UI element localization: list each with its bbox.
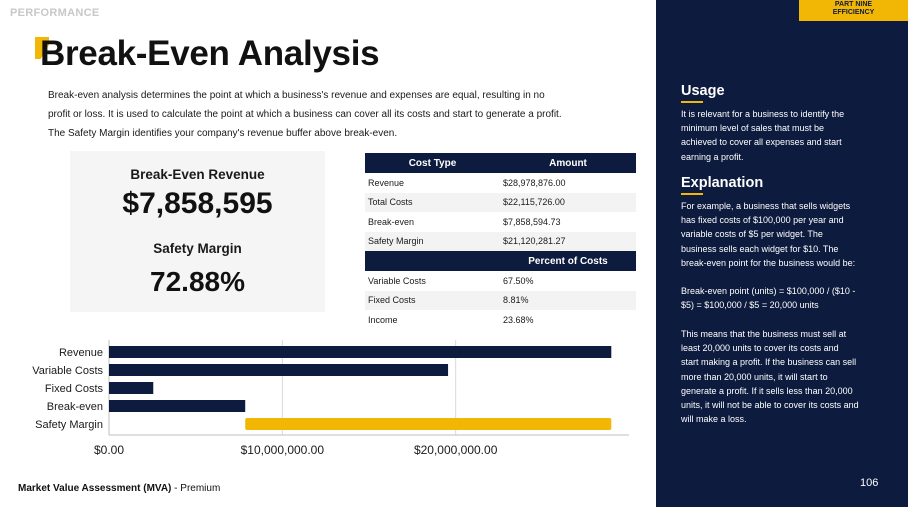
- column-header-percent-of-costs: Percent of Costs: [500, 251, 636, 271]
- table-row: Total Costs $22,115,726.00: [365, 192, 636, 212]
- column-header-cost-type: Cost Type: [365, 153, 500, 173]
- bar-break-even: [109, 400, 246, 412]
- percent-cell: 8.81%: [500, 290, 636, 310]
- page-title: Break-Even Analysis: [40, 34, 380, 73]
- bar-variable-costs: [109, 364, 449, 376]
- bar-fixed-costs: [109, 382, 154, 394]
- table-row: Revenue $28,978,876.00: [365, 173, 636, 193]
- part-badge: PART NINE EFFICIENCY: [799, 0, 908, 21]
- percent-cell: 67.50%: [503, 275, 534, 286]
- safety-margin-value: 72.88%: [150, 266, 245, 297]
- category-label: Revenue: [59, 347, 103, 359]
- conclusion-line: This means that the business must sell a…: [681, 329, 847, 339]
- break-even-chart: Revenue Variable Costs Fixed Costs Break-ev…: [0, 338, 650, 468]
- x-tick-label: $10,000,000.00: [241, 443, 325, 457]
- formula-line: $5) = $100,000 / $5 = 20,000 units: [681, 300, 819, 311]
- sidebar-panel: PART NINE EFFICIENCY Usage It is relevan…: [656, 0, 908, 507]
- cost-type-cell: Total Costs: [365, 192, 500, 212]
- table-row: Safety Margin $21,120,281.27: [365, 231, 636, 251]
- cost-table: Cost Type Amount Revenue $28,978,876.00 …: [365, 153, 636, 330]
- conclusion-line: will make a loss.: [681, 414, 747, 425]
- percent-cell: 23.68%: [503, 314, 534, 325]
- explanation-underline: [681, 193, 703, 195]
- category-label: Variable Costs: [32, 365, 103, 377]
- column-header-amount: Amount: [500, 153, 636, 173]
- intro-line: The Safety Margin identifies your compan…: [48, 128, 398, 139]
- kpi-card: Break-Even Revenue $7,858,595 Safety Mar…: [70, 151, 325, 312]
- cost-type-cell: Safety Margin: [365, 231, 500, 251]
- intro-line: Break-even analysis determines the point…: [48, 90, 545, 101]
- conclusion-line: start making a profit. If the business c…: [681, 357, 857, 368]
- percent-header-row: Percent of Costs: [365, 251, 636, 271]
- usage-line: earning a profit.: [681, 151, 744, 162]
- explanation-heading: Explanation: [681, 175, 764, 191]
- cost-type-cell: Fixed Costs: [365, 290, 500, 310]
- usage-text: It is relevant for a business to identif…: [681, 107, 886, 164]
- category-label: Safety Margin: [35, 419, 103, 431]
- footer-brand-name: Market Value Assessment (MVA): [18, 483, 172, 494]
- explanation-line: has fixed costs of $100,000 per year and: [681, 215, 844, 226]
- intro-line: profit or loss. It is used to calculate …: [48, 109, 562, 120]
- cost-type-cell: Income: [368, 314, 398, 325]
- footer-brand: Market Value Assessment (MVA) - Premium: [18, 483, 220, 494]
- formula-line: Break-even point (units) = $100,000 / ($…: [681, 286, 856, 296]
- conclusion-line: least 20,000 units to cover its costs an…: [681, 343, 839, 354]
- explanation-line: break-even point for the business would …: [681, 257, 856, 268]
- usage-line: achieved to cover all expenses and start: [681, 137, 842, 148]
- conclusion-line: more than 20,000 units, it will start to: [681, 371, 828, 382]
- bar-chart-svg: Revenue Variable Costs Fixed Costs Break-ev…: [32, 340, 629, 457]
- safety-margin-label: Safety Margin: [153, 241, 242, 256]
- conclusion-line: units, it will not be able to cover its …: [681, 400, 859, 411]
- amount-cell: $7,858,594.73: [503, 216, 561, 227]
- section-tag: PERFORMANCE: [10, 7, 100, 19]
- category-label: Break-even: [47, 401, 103, 413]
- usage-heading: Usage: [681, 83, 725, 99]
- break-even-revenue-label: Break-Even Revenue: [130, 167, 265, 182]
- page-number: 106: [860, 477, 879, 489]
- cost-type-cell: Variable Costs: [368, 275, 426, 286]
- formula-text: Break-even point (units) = $100,000 / ($…: [681, 284, 886, 312]
- table-row: Variable Costs 67.50%: [365, 271, 636, 291]
- conclusion-text: This means that the business must sell a…: [681, 327, 886, 426]
- break-even-revenue-value: $7,858,595: [122, 187, 273, 220]
- usage-line: minimum level of sales that must be: [681, 123, 825, 134]
- table-row: Fixed Costs 8.81%: [365, 290, 636, 310]
- amount-cell: $22,115,726.00: [500, 192, 636, 212]
- cost-type-cell: Break-even: [368, 216, 415, 227]
- usage-underline: [681, 101, 703, 103]
- footer-separator: -: [171, 483, 181, 494]
- bar-safety-margin: [245, 418, 612, 430]
- explanation-line: For example, a business that sells widge…: [681, 201, 851, 211]
- part-badge-line: EFFICIENCY: [832, 9, 875, 16]
- table-row: Break-even $7,858,594.73: [365, 212, 636, 232]
- intro-paragraph: Break-even analysis determines the point…: [48, 86, 633, 143]
- x-tick-label: $0.00: [94, 443, 124, 457]
- part-badge-line: PART NINE: [834, 1, 873, 8]
- explanation-text: For example, a business that sells widge…: [681, 199, 886, 270]
- percent-header-blank: [365, 251, 500, 271]
- explanation-line: variable costs of $5 per widget. The: [681, 229, 823, 240]
- conclusion-line: generate a profit. If it sells less than…: [681, 385, 853, 396]
- footer-tier: Premium: [180, 483, 221, 494]
- amount-cell: $28,978,876.00: [503, 177, 566, 188]
- category-label: Fixed Costs: [45, 383, 104, 395]
- cost-table-header-row: Cost Type Amount: [365, 153, 636, 173]
- amount-cell: $21,120,281.27: [500, 231, 636, 251]
- x-tick-label: $20,000,000.00: [414, 443, 498, 457]
- cost-type-cell: Revenue: [368, 177, 405, 188]
- table-row: Income 23.68%: [365, 310, 636, 330]
- bar-revenue: [109, 346, 612, 358]
- usage-line: It is relevant for a business to identif…: [681, 109, 845, 119]
- explanation-line: business sells each widget for $10. The: [681, 243, 839, 254]
